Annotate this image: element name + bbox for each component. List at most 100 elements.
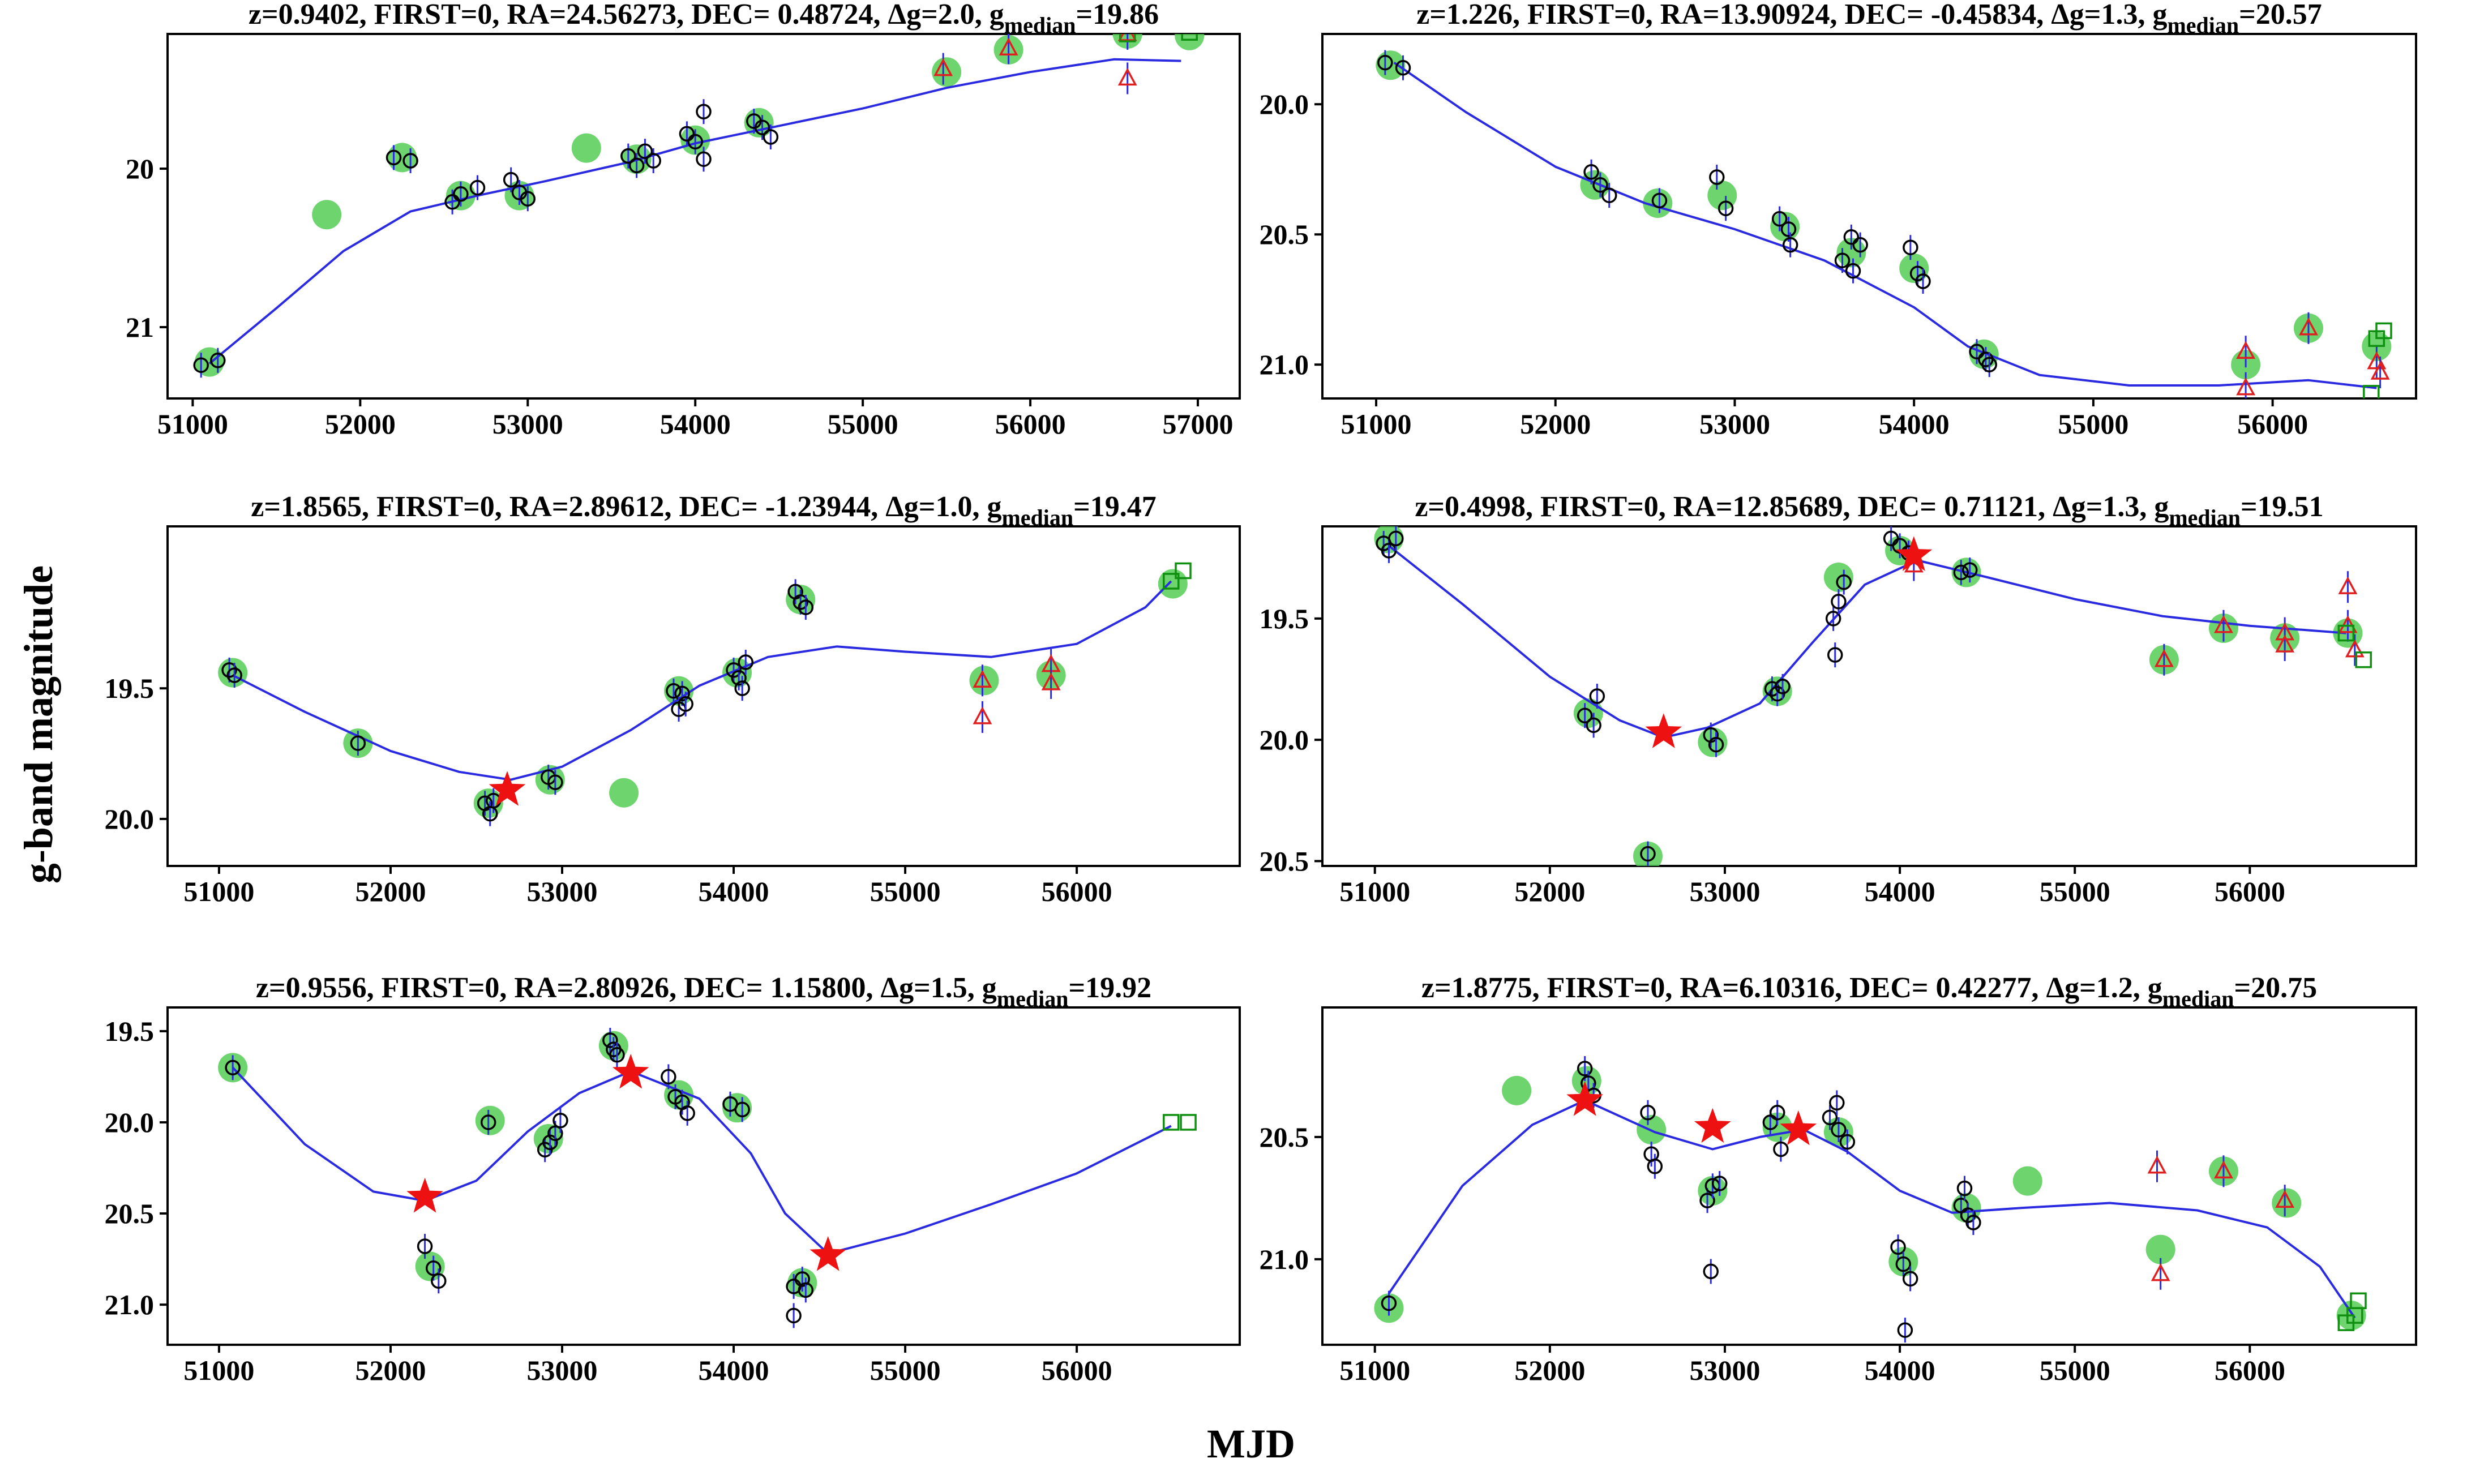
sdss-point [469, 179, 486, 196]
sdss-point [1915, 273, 1931, 289]
triangle-point [2299, 318, 2318, 336]
title-value: =19.47 [1073, 491, 1157, 523]
fit-curve [232, 580, 1172, 781]
panel-6: z=1.8775, FIRST=0, RA=6.10316, DEC= 0.42… [1260, 972, 2417, 1386]
square-point [2355, 651, 2372, 668]
sdss-point [1589, 688, 1605, 704]
triangle-point [2214, 1160, 2233, 1179]
sdss-point [609, 1047, 625, 1063]
x-tick-label: 53000 [526, 876, 597, 907]
sdss-point [1711, 1176, 1728, 1191]
triangle-point [973, 706, 992, 724]
x-tick-label: 55000 [2040, 1354, 2110, 1386]
star-marker [612, 1054, 649, 1089]
star-marker [489, 771, 526, 806]
season-mean-marker [1175, 34, 1205, 50]
sdss-point [637, 143, 653, 159]
y-tick-label: 20.0 [105, 1106, 155, 1138]
panel-title: z=1.8775, FIRST=0, RA=6.10316, DEC= 0.42… [1421, 972, 2317, 1011]
season-mean-marker [932, 57, 962, 87]
sdss-point [1852, 237, 1868, 253]
star-marker [810, 1236, 846, 1271]
plot-frame [1321, 33, 2417, 400]
sdss-point [547, 1125, 563, 1142]
triangle-point [1117, 67, 1137, 86]
y-tick-label: 20.5 [1260, 1121, 1309, 1153]
x-tick-label: 54000 [1865, 876, 1935, 907]
sdss-point [210, 353, 226, 368]
sdss-point [738, 654, 753, 670]
sdss-point [520, 191, 536, 207]
panel-title: z=0.9556, FIRST=0, RA=2.80926, DEC= 1.15… [256, 972, 1151, 1011]
star-marker [406, 1178, 443, 1213]
sdss-point [386, 149, 402, 166]
x-tick-label: 55000 [2040, 876, 2110, 907]
plot-frame [166, 1006, 1241, 1346]
title-main: z=0.9556, FIRST=0, RA=2.80926, DEC= 1.15… [256, 972, 997, 1004]
season-mean-marker [1158, 569, 1188, 599]
sdss-point [602, 1032, 618, 1048]
square-point [2363, 385, 2380, 398]
sdss-point [1708, 736, 1724, 753]
sdss-point [1969, 344, 1985, 359]
plot-area [218, 562, 1192, 826]
fit-curve [232, 1066, 1172, 1255]
sdss-point [679, 126, 695, 142]
x-tick-label: 51000 [1339, 876, 1410, 907]
x-tick-label: 56000 [2237, 408, 2308, 440]
sdss-point [786, 1307, 802, 1324]
sdss-point [1640, 1104, 1656, 1121]
sdss-point [726, 662, 742, 678]
sdss-point [1903, 239, 1918, 255]
sdss-point [453, 186, 469, 202]
sdss-point [425, 1260, 442, 1276]
triangle-point [2154, 649, 2174, 667]
plot-area [1374, 1056, 2367, 1343]
title-value: =19.86 [1076, 0, 1159, 31]
sdss-point [1709, 169, 1725, 185]
y-tick-label: 19.5 [105, 672, 155, 704]
sdss-point [628, 157, 645, 174]
sdss-point [1718, 200, 1734, 216]
square-point [2337, 624, 2355, 642]
title-main: z=1.8775, FIRST=0, RA=6.10316, DEC= 0.42… [1421, 972, 2162, 1004]
y-tick-label: 20.5 [105, 1198, 155, 1229]
sdss-point [696, 104, 712, 119]
sdss-point [734, 680, 750, 696]
triangle-point [2236, 341, 2256, 359]
sdss-point [552, 1112, 568, 1129]
fit-curve [1387, 1099, 2356, 1319]
sdss-point [734, 1101, 750, 1118]
x-tick-label: 54000 [1865, 1354, 1935, 1386]
x-tick-label: 56000 [1042, 1354, 1112, 1386]
panel-title: z=1.8565, FIRST=0, RA=2.89612, DEC= -1.2… [251, 491, 1157, 530]
x-tick-label: 56000 [995, 408, 1066, 440]
x-tick-label: 51000 [157, 408, 228, 440]
sdss-point [731, 670, 747, 686]
y-tick-label: 20.5 [1260, 845, 1309, 877]
x-tick-label: 54000 [1879, 408, 1950, 440]
x-tick-label: 54000 [699, 876, 769, 907]
triangle-point [2214, 615, 2233, 633]
y-axis-label: g-band magnitude [16, 565, 61, 883]
sdss-point [1592, 177, 1608, 193]
sdss-point [1836, 574, 1852, 590]
season-mean-marker [475, 1105, 505, 1135]
x-tick-label: 51000 [1339, 1354, 1410, 1386]
x-tick-label: 52000 [1520, 408, 1591, 440]
panel-3: z=1.8565, FIRST=0, RA=2.89612, DEC= -1.2… [105, 491, 1241, 907]
x-tick-label: 53000 [1689, 876, 1760, 907]
x-tick-label: 54000 [699, 1354, 769, 1386]
title-main: z=1.8565, FIRST=0, RA=2.89612, DEC= -1.2… [251, 491, 1001, 523]
sdss-point [679, 1105, 695, 1121]
triangle-point [2338, 615, 2358, 633]
panel-1: z=0.9402, FIRST=0, RA=24.56273, DEC= 0.4… [126, 0, 1241, 440]
sdss-point [1897, 1322, 1913, 1338]
sdss-point [1822, 1109, 1838, 1126]
sdss-point [1577, 1061, 1593, 1076]
sdss-point [1909, 265, 1926, 281]
sdss-point [1953, 564, 1969, 581]
square-point [1180, 1114, 1197, 1131]
fit-curve [1393, 61, 2377, 389]
x-tick-label: 56000 [2215, 876, 2285, 907]
